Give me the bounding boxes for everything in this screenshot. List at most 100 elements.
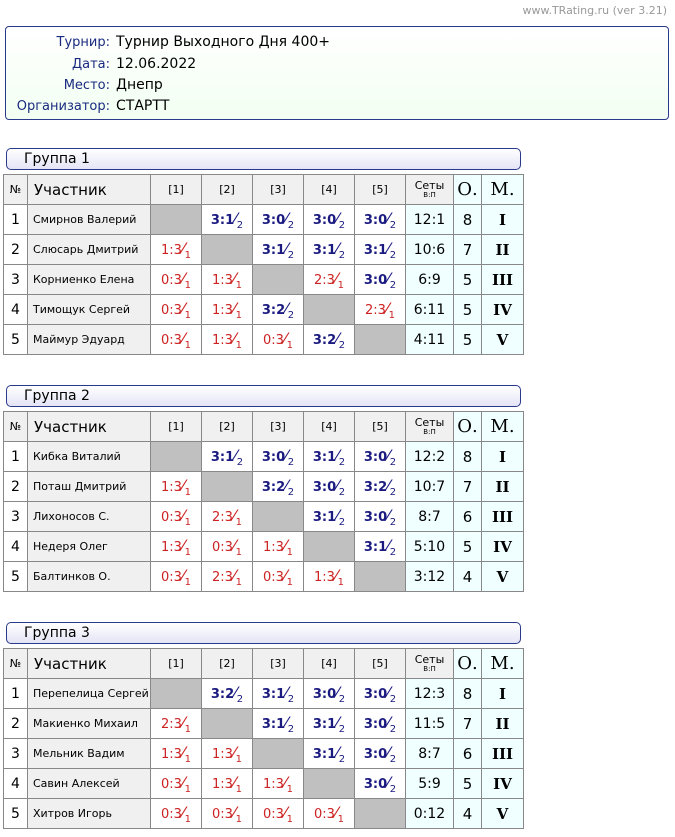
match-result[interactable]: 2:3⁄1 xyxy=(201,561,253,592)
table-row: 5 Хитров Игорь 0:3⁄1 0:3⁄1 0:3⁄1 0:3⁄1 0:12 4… xyxy=(3,798,524,829)
match-result[interactable]: 3:2⁄2 xyxy=(201,678,253,709)
match-result[interactable]: 3:0⁄2 xyxy=(354,738,406,769)
player-name[interactable]: Савин Алексей xyxy=(27,768,151,799)
match-result[interactable]: 1:3⁄1 xyxy=(150,531,202,562)
match-result[interactable]: 3:1⁄2 xyxy=(252,678,304,709)
match-result[interactable]: 1:3⁄1 xyxy=(150,738,202,769)
match-score: 2:3 xyxy=(365,302,386,318)
match-result[interactable]: 0:3⁄1 xyxy=(252,324,304,355)
row-num: 5 xyxy=(3,798,28,829)
match-score: 3:0 xyxy=(261,449,286,465)
match-result[interactable]: 3:0⁄2 xyxy=(252,441,304,472)
match-score: 0:3 xyxy=(161,332,182,348)
match-result[interactable]: 3:1⁄2 xyxy=(303,738,355,769)
match-result[interactable]: 3:0⁄2 xyxy=(354,678,406,709)
match-result[interactable]: 2:3⁄1 xyxy=(303,264,355,295)
player-name[interactable]: Тимощук Сергей xyxy=(27,294,151,325)
match-result[interactable]: 3:2⁄2 xyxy=(303,324,355,355)
match-result[interactable]: 0:3⁄1 xyxy=(150,264,202,295)
match-result[interactable]: 3:1⁄2 xyxy=(303,441,355,472)
match-result[interactable]: 1:3⁄1 xyxy=(303,561,355,592)
match-result[interactable]: 2:3⁄1 xyxy=(201,501,253,532)
table-header: № Участник [1] [2] [3] [4] [5] Сеты В:П О. М. xyxy=(3,411,524,442)
match-result[interactable]: 1:3⁄1 xyxy=(201,264,253,295)
match-result[interactable]: 3:1⁄2 xyxy=(201,204,253,235)
info-value: Турнир Выходного Дня 400+ xyxy=(116,34,331,50)
match-points: 1 xyxy=(184,576,191,588)
match-result[interactable]: 1:3⁄1 xyxy=(252,768,304,799)
match-result[interactable]: 3:1⁄2 xyxy=(252,234,304,265)
player-name[interactable]: Лихоносов С. xyxy=(27,501,151,532)
player-name[interactable]: Макиенко Михаил xyxy=(27,708,151,739)
match-result[interactable]: 2:3⁄1 xyxy=(150,708,202,739)
match-result[interactable]: 1:3⁄1 xyxy=(201,768,253,799)
match-points: 1 xyxy=(235,516,242,528)
match-result[interactable]: 3:0⁄2 xyxy=(354,708,406,739)
match-points: 1 xyxy=(388,309,395,321)
match-result[interactable]: 1:3⁄1 xyxy=(201,324,253,355)
points-value: 6 xyxy=(453,501,482,532)
player-name[interactable]: Маймур Эдуард xyxy=(27,324,151,355)
player-name[interactable]: Мельник Вадим xyxy=(27,738,151,769)
player-name[interactable]: Кибка Виталий xyxy=(27,441,151,472)
match-result[interactable]: 3:1⁄2 xyxy=(303,234,355,265)
header-col-2: [2] xyxy=(201,648,253,679)
match-result[interactable]: 3:2⁄2 xyxy=(354,471,406,502)
site-credit[interactable]: www.TRating.ru (ver 3.21) xyxy=(522,4,667,17)
match-result[interactable]: 3:0⁄2 xyxy=(354,204,406,235)
player-name[interactable]: Перепелица Сергей xyxy=(27,678,151,709)
match-result[interactable]: 0:3⁄1 xyxy=(150,798,202,829)
match-result[interactable]: 0:3⁄1 xyxy=(201,531,253,562)
match-result[interactable]: 0:3⁄1 xyxy=(150,501,202,532)
match-result[interactable]: 1:3⁄1 xyxy=(252,531,304,562)
match-result[interactable]: 3:2⁄2 xyxy=(252,471,304,502)
row-num: 4 xyxy=(3,294,28,325)
player-name[interactable]: Хитров Игорь xyxy=(27,798,151,829)
match-result[interactable]: 0:3⁄1 xyxy=(150,294,202,325)
player-name[interactable]: Слюсарь Дмитрий xyxy=(27,234,151,265)
player-name[interactable]: Недеря Олег xyxy=(27,531,151,562)
match-result[interactable]: 3:1⁄2 xyxy=(354,531,406,562)
match-result[interactable]: 1:3⁄1 xyxy=(150,471,202,502)
match-result[interactable]: 3:1⁄2 xyxy=(252,708,304,739)
match-points: 2 xyxy=(389,693,397,705)
match-result[interactable]: 0:3⁄1 xyxy=(150,768,202,799)
match-result[interactable]: 3:0⁄2 xyxy=(354,768,406,799)
match-result[interactable]: 3:0⁄2 xyxy=(303,471,355,502)
player-name[interactable]: Балтинков О. xyxy=(27,561,151,592)
match-result[interactable]: 3:1⁄2 xyxy=(354,234,406,265)
match-result[interactable]: 1:3⁄1 xyxy=(201,738,253,769)
match-score: 1:3 xyxy=(212,776,233,792)
match-score: 3:0 xyxy=(261,212,286,228)
match-result[interactable]: 3:1⁄2 xyxy=(303,708,355,739)
match-result[interactable]: 3:0⁄2 xyxy=(303,204,355,235)
match-result[interactable]: 0:3⁄1 xyxy=(303,798,355,829)
player-name[interactable]: Поташ Дмитрий xyxy=(27,471,151,502)
match-points: 1 xyxy=(184,339,191,351)
match-result[interactable]: 0:3⁄1 xyxy=(252,561,304,592)
match-result[interactable]: 0:3⁄1 xyxy=(201,798,253,829)
match-points: 2 xyxy=(287,309,295,321)
player-name[interactable]: Смирнов Валерий xyxy=(27,204,151,235)
points-value: 6 xyxy=(453,738,482,769)
match-result[interactable]: 3:2⁄2 xyxy=(252,294,304,325)
match-result[interactable]: 3:0⁄2 xyxy=(252,204,304,235)
match-result[interactable]: 3:0⁄2 xyxy=(354,501,406,532)
match-result[interactable]: 2:3⁄1 xyxy=(354,294,406,325)
match-result[interactable]: 0:3⁄1 xyxy=(150,561,202,592)
match-score: 3:0 xyxy=(363,776,388,792)
match-result[interactable]: 3:0⁄2 xyxy=(354,264,406,295)
match-result[interactable]: 3:1⁄2 xyxy=(201,441,253,472)
match-result[interactable]: 0:3⁄1 xyxy=(150,324,202,355)
match-result[interactable]: 3:0⁄2 xyxy=(354,441,406,472)
match-result[interactable]: 1:3⁄1 xyxy=(150,234,202,265)
match-score: 1:3 xyxy=(212,302,233,318)
match-result[interactable]: 1:3⁄1 xyxy=(201,294,253,325)
diagonal-cell xyxy=(354,561,406,592)
match-result[interactable]: 0:3⁄1 xyxy=(252,798,304,829)
match-score: 3:2 xyxy=(210,686,235,702)
row-num: 1 xyxy=(3,678,28,709)
match-result[interactable]: 3:1⁄2 xyxy=(303,501,355,532)
player-name[interactable]: Корниенко Елена xyxy=(27,264,151,295)
match-result[interactable]: 3:0⁄2 xyxy=(303,678,355,709)
